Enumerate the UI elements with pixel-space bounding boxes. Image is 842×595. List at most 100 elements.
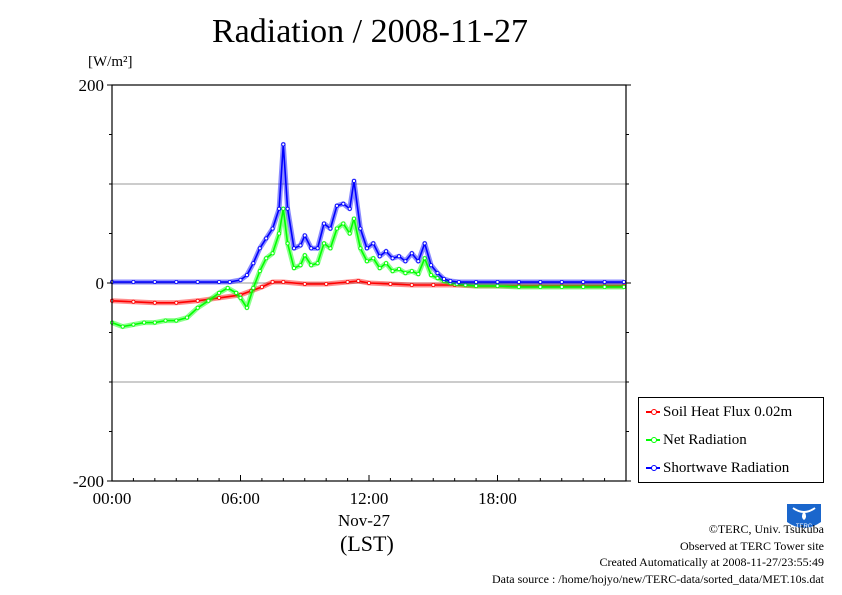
data-point-shortwave-radiation [422,241,427,246]
data-point-shortwave-radiation [581,279,586,284]
data-point-shortwave-radiation [559,279,564,284]
data-point-soil-heat-flux-0-02m [366,280,371,285]
data-point-shortwave-radiation [390,256,395,261]
legend-label-net-radiation: Net Radiation [663,431,747,448]
y-axis-unit-label: [W/m²] [88,54,133,70]
data-point-net-radiation [559,284,564,289]
data-point-shortwave-radiation [495,279,500,284]
x-tick-label: 12:00 [350,489,389,508]
data-point-shortwave-radiation [621,279,626,284]
data-point-net-radiation [309,263,314,268]
data-point-net-radiation [390,269,395,274]
data-point-net-radiation [621,284,626,289]
data-point-net-radiation [163,318,168,323]
data-point-net-radiation [377,266,382,271]
credit-source: Data source : /home/hojyo/new/TERC-data/… [491,571,824,586]
data-point-shortwave-radiation [321,221,326,226]
data-point-shortwave-radiation [291,246,296,251]
data-point-net-radiation [341,221,346,226]
data-point-shortwave-radiation [152,279,157,284]
data-point-net-radiation [152,320,157,325]
legend-label-soil-heat-flux: Soil Heat Flux 0.02m [663,403,793,420]
data-point-shortwave-radiation [384,249,389,254]
data-point-soil-heat-flux-0-02m [281,279,286,284]
data-point-shortwave-radiation [371,241,376,246]
data-point-shortwave-radiation [281,142,286,147]
y-tick-label: -200 [73,472,104,491]
x-axis-title: (LST) [340,531,394,556]
data-point-net-radiation [384,261,389,266]
data-point-soil-heat-flux-0-02m [259,284,264,289]
data-point-shortwave-radiation [131,279,136,284]
data-point-shortwave-radiation [217,279,222,284]
data-point-net-radiation [429,273,434,278]
data-point-net-radiation [234,290,239,295]
data-point-shortwave-radiation [441,276,446,281]
data-point-shortwave-radiation [409,251,414,256]
data-point-soil-heat-flux-0-02m [195,298,200,303]
data-point-net-radiation [516,284,521,289]
data-point-shortwave-radiation [347,206,352,211]
data-point-net-radiation [495,283,500,288]
data-point-net-radiation [328,246,333,251]
data-point-shortwave-radiation [328,226,333,231]
data-point-net-radiation [225,285,230,290]
terc-logo-icon: TERC [787,504,821,530]
data-point-soil-heat-flux-0-02m [388,281,393,286]
data-point-net-radiation [174,318,179,323]
data-point-shortwave-radiation [302,233,307,238]
data-point-net-radiation [251,285,256,290]
legend-swatch-shortwave-radiation [645,460,661,476]
data-point-shortwave-radiation [285,206,290,211]
data-point-net-radiation [435,276,440,281]
legend-label-shortwave-radiation: Shortwave Radiation [663,459,790,476]
data-point-net-radiation [581,284,586,289]
data-point-shortwave-radiation [403,259,408,264]
x-tick-label: 00:00 [93,489,132,508]
data-point-net-radiation [371,256,376,261]
data-point-net-radiation [347,231,352,236]
data-point-shortwave-radiation [448,278,453,283]
y-tick-label: 200 [79,76,105,95]
data-point-shortwave-radiation [351,178,356,183]
data-point-shortwave-radiation [474,279,479,284]
data-point-soil-heat-flux-0-02m [131,299,136,304]
data-point-net-radiation [403,271,408,276]
data-point-net-radiation [281,206,286,211]
credit-created: Created Automatically at 2008-11-27/23:5… [599,555,824,569]
data-point-net-radiation [120,324,125,329]
data-point-net-radiation [396,267,401,272]
data-point-shortwave-radiation [257,246,262,251]
data-point-soil-heat-flux-0-02m [152,300,157,305]
data-point-net-radiation [409,269,414,274]
data-point-soil-heat-flux-0-02m [324,281,329,286]
data-point-soil-heat-flux-0-02m [345,279,350,284]
data-point-shortwave-radiation [174,279,179,284]
data-point-shortwave-radiation [435,271,440,276]
data-point-shortwave-radiation [358,226,363,231]
data-point-net-radiation [474,283,479,288]
legend-entry-soil-heat-flux: Soil Heat Flux 0.02m [645,401,792,423]
data-point-soil-heat-flux-0-02m [270,279,275,284]
data-point-shortwave-radiation [516,279,521,284]
data-point-soil-heat-flux-0-02m [409,282,414,287]
series-layer [110,141,626,330]
data-point-soil-heat-flux-0-02m [356,278,361,283]
data-point-net-radiation [195,305,200,310]
credit-observed: Observed at TERC Tower site [679,538,824,553]
data-point-net-radiation [302,253,307,258]
data-point-net-radiation [358,246,363,251]
data-point-net-radiation [422,256,427,261]
data-point-soil-heat-flux-0-02m [302,281,307,286]
data-point-shortwave-radiation [538,279,543,284]
data-point-soil-heat-flux-0-02m [174,300,179,305]
data-point-net-radiation [285,241,290,246]
credits-block: ©TERC, Univ. Tsukuba Observed at TERC To… [492,521,824,587]
data-point-net-radiation [416,272,421,277]
data-point-soil-heat-flux-0-02m [217,295,222,300]
data-point-shortwave-radiation [195,279,200,284]
data-point-shortwave-radiation [429,263,434,268]
data-point-net-radiation [277,231,282,236]
